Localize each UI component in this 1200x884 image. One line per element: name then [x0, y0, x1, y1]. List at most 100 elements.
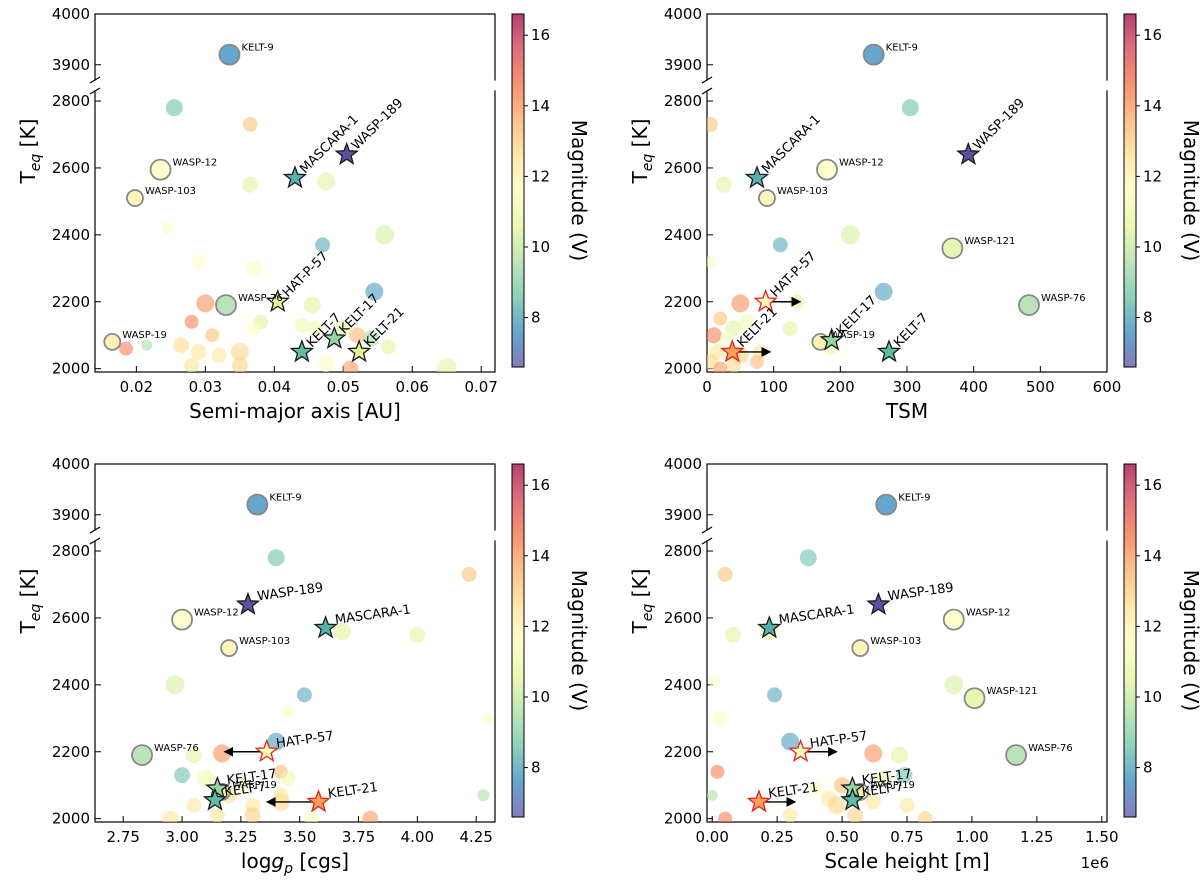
planet-point-wasp-12 — [942, 608, 965, 631]
x-tick-label: 3.75 — [342, 828, 375, 846]
x-axis-label: Scale height [m] — [824, 849, 989, 873]
colorbar-tick-label: 14 — [1143, 97, 1162, 115]
x-axis-label: TSM — [885, 399, 928, 423]
colorbar-tick-label: 12 — [1143, 617, 1162, 635]
data-point — [409, 626, 426, 643]
planet-label-wasp-19: WASP-19 — [232, 780, 277, 791]
star-point-hat-p-57 — [265, 288, 290, 313]
star-label-mascara-1: MASCARA-1 — [778, 602, 856, 627]
planet-label-wasp-19: WASP-19 — [830, 330, 875, 341]
data-point — [334, 320, 352, 338]
data-point — [185, 747, 202, 764]
axis-break-mark — [89, 87, 101, 95]
data-point — [840, 225, 860, 245]
planet-label-wasp-19: WASP-19 — [870, 780, 915, 791]
data-point — [710, 764, 725, 779]
star-point-hat-p-57 — [254, 738, 279, 763]
star-point-kelt-21 — [306, 789, 331, 813]
x-tick-label: 500 — [1026, 378, 1055, 396]
data-point — [119, 341, 134, 356]
star-point-kelt-7 — [876, 339, 902, 363]
colorbar-tick-label: 16 — [1143, 476, 1162, 494]
data-point — [197, 770, 215, 788]
planet-point-wasp-121 — [941, 237, 964, 260]
y-tick-label: 4000 — [52, 5, 90, 23]
star-point-mascara-1 — [744, 165, 770, 189]
star-label-hat-p-57: HAT-P-57 — [809, 729, 868, 752]
x-tick-label: 2.75 — [107, 828, 140, 846]
x-tick-label: 0.25 — [760, 828, 793, 846]
colorbar-tick-label: 16 — [531, 26, 550, 44]
x-tick-label: 0.04 — [258, 378, 291, 396]
data-point — [161, 222, 174, 235]
panel-1: 3900 4000 2000 2200 2400 2600 2800 Teq [K] 0.02 0… — [16, 5, 591, 423]
data-point — [162, 810, 179, 822]
data-point — [726, 357, 742, 372]
colorbar-tick-label: 10 — [1143, 688, 1162, 706]
colorbar — [1123, 463, 1137, 818]
star-point-kelt-17 — [205, 775, 230, 799]
data-point — [362, 330, 379, 347]
star-label-wasp-189: WASP-189 — [971, 96, 1029, 154]
panel-2: 3900 4000 2000 2200 2400 2600 2800 Teq [K] 0 100 2… — [628, 5, 1200, 423]
colorbar-tick-label: 8 — [531, 309, 541, 327]
planet-point-wasp-12 — [171, 608, 193, 631]
axis-break-mark — [701, 76, 713, 84]
data-point — [196, 294, 215, 313]
x-tick-label: 3.50 — [283, 828, 316, 846]
x-tick-label: 0 — [702, 378, 712, 396]
data-point — [899, 797, 915, 813]
star-point-mascara-1 — [282, 165, 308, 189]
data-point — [184, 314, 199, 329]
plot-area — [707, 493, 1027, 822]
y-tick-label: 2000 — [664, 810, 702, 828]
data-point — [184, 357, 200, 372]
data-point — [944, 675, 964, 695]
x-tick-label: 0.03 — [189, 378, 222, 396]
data-point — [380, 339, 396, 355]
data-point — [173, 337, 190, 354]
colorbar-tick-label: 8 — [1143, 759, 1153, 777]
star-point-wasp-189 — [334, 141, 359, 165]
data-point — [461, 566, 477, 582]
colorbar-tick-label: 10 — [1143, 238, 1162, 256]
star-label-mascara-1: MASCARA-1 — [759, 112, 824, 177]
data-point — [191, 254, 206, 269]
planet-label-wasp-12: WASP-12 — [194, 608, 239, 619]
y-tick-label: 2400 — [52, 226, 90, 244]
star-point-wasp-189 — [956, 141, 981, 165]
colorbar-label: Magnitude (V) — [1179, 570, 1200, 712]
planet-label-wasp-103: WASP-103 — [777, 186, 828, 197]
y-tick-label: 2800 — [52, 542, 90, 560]
y-tick-label: 2400 — [52, 676, 90, 694]
data-point — [342, 360, 359, 372]
data-point — [713, 361, 728, 372]
data-point — [315, 237, 331, 253]
planet-label-wasp-12: WASP-12 — [839, 158, 884, 169]
data-point — [896, 767, 913, 784]
y-axis-label: Teq [K] — [628, 119, 656, 185]
upper-axes-frame — [94, 13, 496, 81]
x-offset-text: 1e6 — [1081, 854, 1109, 872]
y-tick-label: 2600 — [52, 609, 90, 627]
x-tick-label: 400 — [959, 378, 988, 396]
data-point — [481, 712, 494, 725]
y-tick-label: 2000 — [52, 360, 90, 378]
planet-point-wasp-76 — [1005, 744, 1027, 766]
planet-label-wasp-121: WASP-121 — [964, 236, 1015, 247]
data-point — [707, 255, 717, 268]
planet-point-wasp-103 — [220, 639, 239, 657]
x-tick-label: 200 — [826, 378, 855, 396]
y-tick-label: 2400 — [664, 226, 702, 244]
planet-label-wasp-12: WASP-12 — [966, 608, 1011, 619]
data-point — [717, 566, 733, 582]
star-label-mascara-1: MASCARA-1 — [334, 602, 412, 627]
data-point — [713, 311, 728, 326]
planet-label-kelt-9: KELT-9 — [241, 43, 273, 54]
data-point — [799, 549, 817, 567]
planet-label-wasp-76: WASP-76 — [238, 293, 283, 304]
colorbar-tick-label: 10 — [531, 238, 550, 256]
data-point — [847, 807, 864, 822]
panel-3: 3900 4000 2000 2200 2400 2600 2800 Teq [K] 2.75 3… — [16, 455, 591, 877]
y-axis-label: Teq [K] — [628, 569, 656, 635]
